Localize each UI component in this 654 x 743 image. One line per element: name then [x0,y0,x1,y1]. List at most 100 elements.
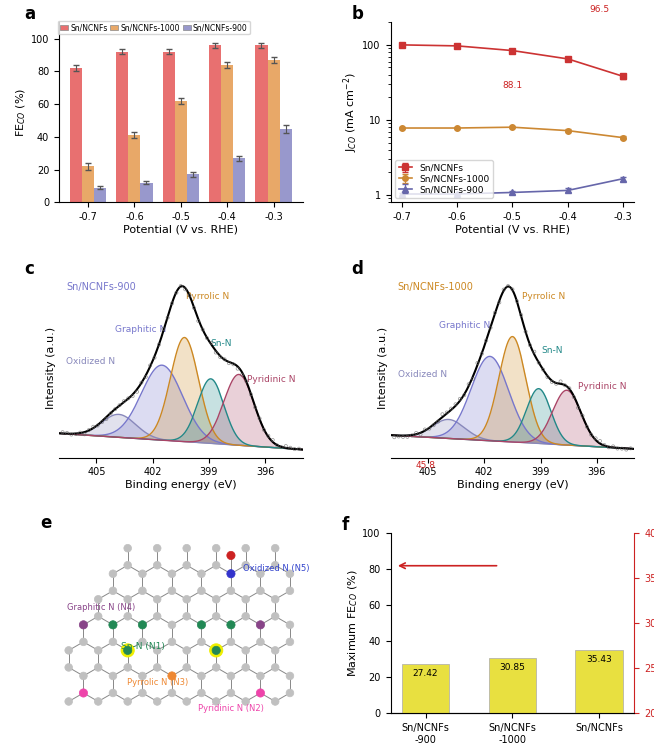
Point [84,424,94,436]
Bar [128,135,141,202]
Circle shape [256,638,264,646]
Point [71,428,81,440]
Point [215,351,226,363]
Text: Graphitic N (N4): Graphitic N (N4) [67,603,135,611]
Circle shape [271,698,279,705]
Circle shape [198,638,205,646]
Bar [576,649,623,713]
Text: Pyridinic N (N2): Pyridinic N (N2) [198,704,264,713]
Point [525,340,535,351]
Text: 30.85: 30.85 [500,663,525,672]
Circle shape [124,663,131,671]
Point [446,403,456,415]
Circle shape [168,672,176,680]
Circle shape [183,595,190,603]
Circle shape [94,698,102,705]
Point [594,435,605,447]
Point [472,357,483,369]
Circle shape [139,689,146,697]
X-axis label: Potential (V vs. RHE): Potential (V vs. RHE) [124,224,238,235]
Point [617,443,627,455]
Circle shape [213,612,220,620]
Circle shape [124,646,132,655]
X-axis label: Potential (V vs. RHE): Potential (V vs. RHE) [455,224,570,235]
Circle shape [79,689,88,697]
Point [612,443,623,455]
Circle shape [286,672,294,680]
Text: a: a [25,4,36,23]
Circle shape [139,587,146,594]
Text: 88.1: 88.1 [502,81,523,90]
Point [424,423,434,435]
Circle shape [183,562,190,569]
Point [228,358,239,370]
Point [263,430,273,442]
Circle shape [227,638,235,646]
Circle shape [168,689,176,697]
Bar [116,52,128,202]
Circle shape [198,620,205,629]
Circle shape [109,620,117,629]
Circle shape [94,646,102,655]
Point [58,426,68,438]
Circle shape [213,562,220,569]
Bar [256,45,267,202]
Circle shape [153,595,161,603]
Circle shape [168,621,176,629]
Text: 35.43: 35.43 [587,655,612,664]
Point [464,378,474,390]
Circle shape [286,621,294,629]
Bar [279,129,292,202]
Point [154,339,164,351]
Circle shape [153,698,161,705]
Circle shape [286,638,294,646]
Point [123,392,133,404]
Point [477,348,487,360]
Text: c: c [25,260,35,278]
Point [219,354,230,366]
Circle shape [256,620,265,629]
Circle shape [65,646,73,655]
Circle shape [198,570,205,577]
Point [433,415,443,427]
Point [591,432,601,444]
Point [294,443,304,455]
Point [232,363,243,374]
Point [237,369,247,380]
Circle shape [256,570,264,577]
Circle shape [124,612,131,620]
Circle shape [124,595,131,603]
Point [581,421,592,432]
Point [193,315,203,327]
Circle shape [153,612,161,620]
Point [198,323,208,335]
Point [455,393,465,405]
Y-axis label: Intensity (a.u.): Intensity (a.u.) [378,327,388,409]
Circle shape [227,570,235,578]
Circle shape [109,689,117,697]
Point [61,427,72,439]
Point [180,283,190,295]
Circle shape [271,612,279,620]
Circle shape [168,587,176,594]
Text: Pyrrolic N: Pyrrolic N [186,293,229,302]
Point [211,346,221,358]
Text: Sn-N: Sn-N [542,346,563,355]
Point [521,325,531,337]
Point [577,410,588,422]
Circle shape [242,545,250,552]
Text: Pyrrolic N (N3): Pyrrolic N (N3) [127,678,188,687]
Text: Oxidized N: Oxidized N [66,357,115,366]
Point [547,376,557,388]
Circle shape [80,672,87,680]
Point [259,424,269,436]
Circle shape [183,545,190,552]
Bar [82,166,94,202]
Point [481,334,491,346]
Point [398,431,408,443]
Text: Graphitic N: Graphitic N [115,325,166,334]
Bar [175,101,187,202]
Legend: Sn/NCNFs, Sn/NCNFs-1000, Sn/NCNFs-900: Sn/NCNFs, Sn/NCNFs-1000, Sn/NCNFs-900 [395,160,493,198]
Circle shape [242,663,250,671]
Circle shape [79,620,88,629]
